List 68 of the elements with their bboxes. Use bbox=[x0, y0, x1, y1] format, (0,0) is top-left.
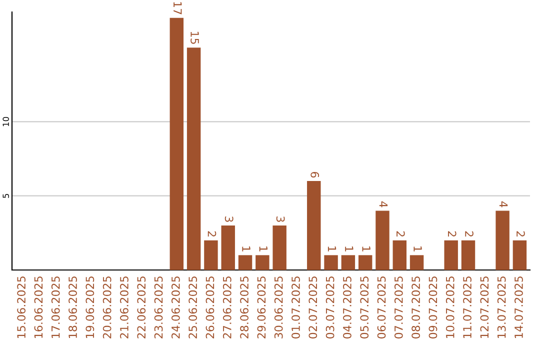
x-tick-label: 30.06.2025 bbox=[274, 276, 283, 338]
data-label: 1 bbox=[242, 246, 250, 252]
data-label: 2 bbox=[465, 231, 474, 236]
x-tick-label: 15.06.2025 bbox=[17, 276, 26, 338]
x-tick-label: 18.06.2025 bbox=[68, 276, 77, 338]
x-tick-label: 12.07.2025 bbox=[480, 276, 489, 338]
x-tick-label: 22.06.2025 bbox=[137, 276, 146, 338]
x-tick-label: 24.06.2025 bbox=[171, 276, 180, 338]
bar bbox=[256, 255, 270, 270]
data-label: 17 bbox=[174, 2, 182, 14]
bar bbox=[307, 181, 321, 270]
x-tick-label: 07.07.2025 bbox=[394, 276, 403, 338]
data-label: 1 bbox=[414, 246, 422, 252]
bar bbox=[496, 210, 510, 270]
x-tick-label: 05.07.2025 bbox=[360, 276, 369, 338]
bar bbox=[376, 210, 390, 270]
x-tick-label: 01.07.2025 bbox=[292, 276, 300, 338]
data-label: 4 bbox=[499, 201, 508, 208]
x-tick-label: 23.06.2025 bbox=[154, 276, 163, 338]
bar bbox=[512, 240, 527, 270]
bar bbox=[461, 240, 476, 270]
data-label: 1 bbox=[328, 246, 336, 252]
bar bbox=[238, 255, 252, 270]
data-label: 6 bbox=[310, 172, 320, 178]
x-tick-label: 08.07.2025 bbox=[412, 276, 420, 338]
x-tick-label: 13.07.2025 bbox=[497, 276, 506, 338]
x-tick-label: 02.07.2025 bbox=[308, 276, 318, 338]
x-tick-label: 29.06.2025 bbox=[257, 276, 266, 338]
bar bbox=[341, 255, 356, 270]
bar bbox=[221, 226, 235, 270]
bar bbox=[324, 255, 338, 270]
data-label: 4 bbox=[379, 201, 388, 208]
data-label: 1 bbox=[259, 246, 268, 252]
data-label: 2 bbox=[516, 231, 525, 236]
bar bbox=[392, 240, 407, 270]
x-tick-label: 21.06.2025 bbox=[120, 276, 128, 338]
x-tick-label: 16.06.2025 bbox=[34, 276, 43, 338]
x-tick-label: 09.07.2025 bbox=[428, 276, 438, 338]
bar bbox=[272, 226, 286, 270]
x-tick-label: 06.07.2025 bbox=[377, 276, 386, 338]
x-tick-label: 20.06.2025 bbox=[102, 276, 112, 338]
x-tick-label: 27.06.2025 bbox=[222, 276, 232, 338]
bar bbox=[444, 240, 458, 270]
data-label: 3 bbox=[224, 216, 234, 222]
bar bbox=[170, 18, 184, 270]
y-tick-label: 10 bbox=[2, 116, 9, 126]
data-label: 15 bbox=[190, 32, 199, 44]
data-label: 2 bbox=[448, 231, 456, 236]
bar bbox=[204, 240, 218, 270]
x-tick-label: 11.07.2025 bbox=[463, 276, 472, 338]
x-tick-label: 17.06.2025 bbox=[51, 276, 60, 338]
data-label: 2 bbox=[208, 231, 216, 236]
x-tick-label: 26.06.2025 bbox=[206, 276, 214, 338]
bar bbox=[410, 255, 424, 270]
bar bbox=[186, 48, 201, 270]
data-label: 3 bbox=[276, 216, 285, 222]
x-tick-label: 28.06.2025 bbox=[240, 276, 248, 338]
bar bbox=[358, 255, 372, 270]
x-tick-label: 14.07.2025 bbox=[514, 276, 523, 338]
x-tick-label: 10.07.2025 bbox=[446, 276, 454, 338]
data-label: 1 bbox=[362, 246, 370, 252]
x-tick-label: 04.07.2025 bbox=[343, 276, 352, 338]
x-tick-label: 25.06.2025 bbox=[188, 276, 198, 338]
x-tick-label: 19.06.2025 bbox=[86, 276, 94, 338]
data-label: 2 bbox=[396, 231, 405, 236]
data-label: 1 bbox=[345, 246, 354, 252]
x-tick-label: 03.07.2025 bbox=[326, 276, 334, 338]
y-tick-label: 5 bbox=[2, 194, 9, 198]
